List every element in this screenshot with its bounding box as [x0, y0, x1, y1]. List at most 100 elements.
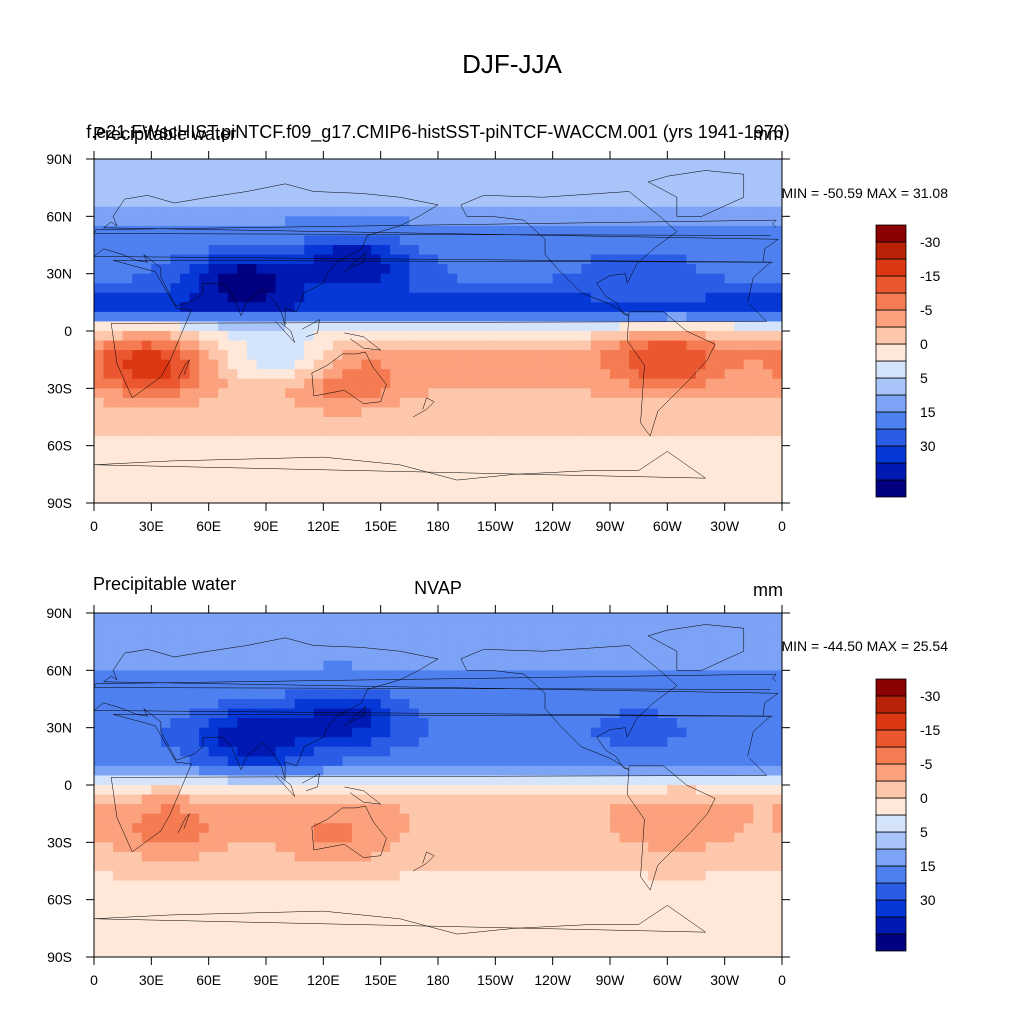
field-cell — [572, 369, 582, 379]
field-cell — [476, 890, 486, 900]
field-cell — [170, 407, 180, 417]
field-cell — [620, 651, 630, 661]
field-cell — [295, 417, 305, 427]
field-cell — [486, 169, 496, 179]
field-cell — [438, 737, 448, 747]
field-cell — [295, 890, 305, 900]
field-cell — [467, 302, 477, 312]
field-cell — [94, 207, 104, 217]
field-cell — [342, 255, 352, 265]
field-cell — [438, 197, 448, 207]
field-cell — [190, 360, 200, 370]
field-cell — [476, 360, 486, 370]
field-cell — [772, 814, 782, 824]
field-cell — [94, 661, 104, 671]
field-cell — [123, 178, 133, 188]
field-cell — [247, 197, 257, 207]
field-cell — [142, 718, 152, 728]
field-cell — [553, 369, 563, 379]
field-cell — [610, 871, 620, 881]
field-cell — [706, 321, 716, 331]
field-cell — [562, 766, 572, 776]
field-cell — [256, 274, 266, 284]
field-cell — [362, 493, 372, 503]
field-cell — [333, 680, 343, 690]
field-cell — [180, 245, 190, 255]
field-cell — [123, 398, 133, 408]
field-cell — [448, 169, 458, 179]
field-cell — [543, 804, 553, 814]
field-cell — [505, 613, 515, 623]
field-cell — [132, 360, 142, 370]
field-cell — [190, 369, 200, 379]
field-cell — [534, 417, 544, 427]
field-cell — [381, 312, 391, 322]
field-cell — [362, 312, 372, 322]
field-cell — [266, 446, 276, 456]
field-cell — [658, 661, 668, 671]
field-cell — [514, 871, 524, 881]
field-cell — [180, 388, 190, 398]
field-cell — [600, 417, 610, 427]
field-cell — [218, 188, 228, 198]
field-cell — [620, 484, 630, 494]
field-cell — [362, 484, 372, 494]
field-cell — [276, 274, 286, 284]
field-cell — [199, 881, 209, 891]
field-cell — [486, 436, 496, 446]
field-cell — [113, 264, 123, 274]
field-cell — [677, 312, 687, 322]
field-cell — [352, 369, 362, 379]
field-cell — [170, 823, 180, 833]
field-cell — [600, 245, 610, 255]
field-cell — [706, 197, 716, 207]
field-cell — [256, 264, 266, 274]
field-cell — [448, 264, 458, 274]
field-cell — [314, 427, 324, 437]
field-cell — [323, 379, 333, 389]
field-cell — [237, 455, 247, 465]
field-cell — [581, 436, 591, 446]
field-cell — [686, 804, 696, 814]
field-cell — [209, 369, 219, 379]
field-cell — [438, 756, 448, 766]
field-cell — [591, 795, 601, 805]
field-cell — [218, 890, 228, 900]
field-cell — [256, 651, 266, 661]
field-cell — [123, 613, 133, 623]
field-cell — [285, 661, 295, 671]
field-cell — [419, 178, 429, 188]
field-cell — [333, 407, 343, 417]
field-cell — [409, 814, 419, 824]
field-cell — [94, 427, 104, 437]
field-cell — [113, 188, 123, 198]
field-cell — [209, 178, 219, 188]
field-cell — [648, 465, 658, 475]
field-cell — [629, 331, 639, 341]
field-cell — [639, 766, 649, 776]
field-cell — [534, 642, 544, 652]
field-cell — [744, 613, 754, 623]
field-cell — [457, 216, 467, 226]
field-cell — [543, 369, 553, 379]
field-cell — [667, 900, 677, 910]
field-cell — [677, 493, 687, 503]
field-cell — [629, 407, 639, 417]
field-cell — [486, 216, 496, 226]
field-cell — [123, 407, 133, 417]
field-cell — [600, 661, 610, 671]
field-cell — [667, 718, 677, 728]
field-cell — [381, 900, 391, 910]
field-cell — [763, 756, 773, 766]
field-cell — [620, 737, 630, 747]
field-cell — [94, 197, 104, 207]
field-cell — [677, 881, 687, 891]
field-cell — [639, 833, 649, 843]
field-cell — [610, 446, 620, 456]
field-cell — [333, 766, 343, 776]
field-cell — [142, 871, 152, 881]
field-cell — [543, 178, 553, 188]
field-cell — [706, 302, 716, 312]
field-cell — [314, 766, 324, 776]
field-cell — [94, 216, 104, 226]
